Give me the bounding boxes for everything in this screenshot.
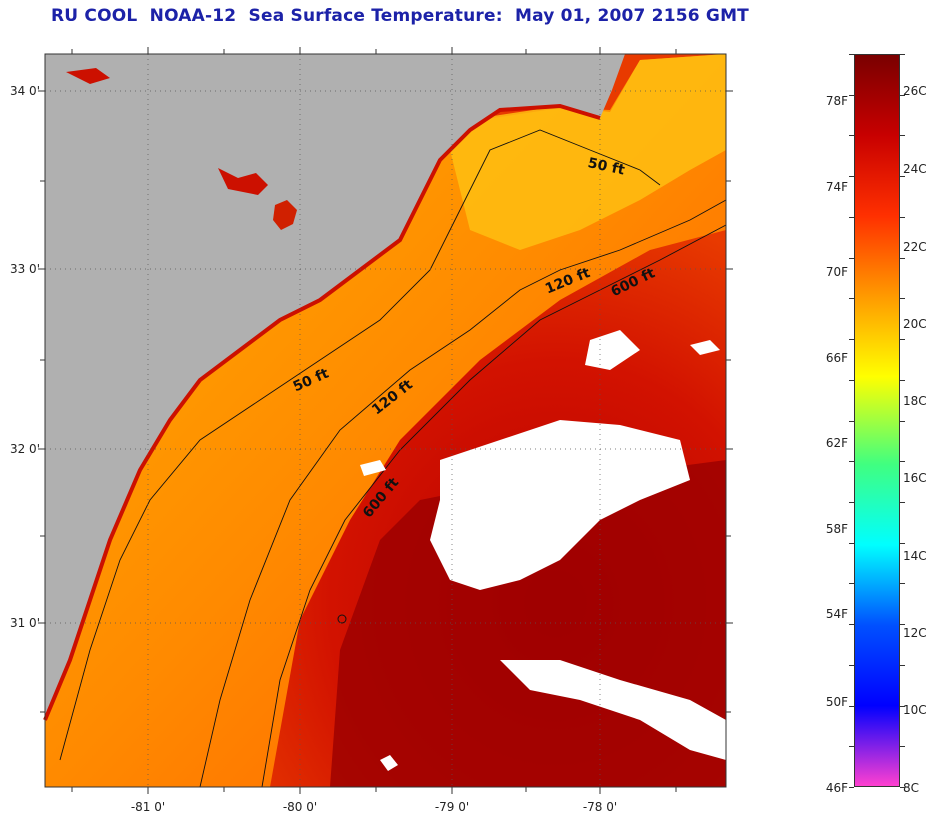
colorbar-tick [849, 54, 854, 55]
longitude-label: -80 0' [282, 800, 318, 814]
colorbar-celsius-label: 8C [903, 781, 920, 795]
colorbar-tick [849, 135, 854, 136]
colorbar-celsius-label: 10C [903, 703, 927, 717]
colorbar-celsius-label: 18C [903, 394, 927, 408]
sst-map-panel: 34 0' 33 0' 32 0' 31 0' -81 0' -80 0' -7… [9, 47, 733, 814]
longitude-label: -78 0' [582, 800, 618, 814]
colorbar-fahrenheit-label: 62F [825, 436, 848, 450]
colorbar-tick [900, 543, 905, 544]
colorbar-tick [900, 787, 905, 788]
colorbar-tick [900, 502, 905, 503]
colorbar-tick [849, 624, 854, 625]
colorbar-tick [900, 624, 905, 625]
colorbar-fahrenheit-label: 74F [825, 180, 848, 194]
colorbar-celsius-label: 26C [903, 84, 927, 98]
colorbar-tick [900, 583, 905, 584]
colorbar-tick [900, 665, 905, 666]
colorbar-celsius-label: 16C [903, 471, 927, 485]
colorbar-tick [849, 665, 854, 666]
colorbar-tick [900, 217, 905, 218]
latitude-label: 34 0' [9, 84, 40, 98]
colorbar-celsius-label: 24C [903, 162, 927, 176]
colorbar-tick [849, 95, 854, 96]
colorbar-fahrenheit-label: 78F [825, 94, 848, 108]
colorbar-fahrenheit-label: 46F [825, 781, 848, 795]
colorbar-tick [849, 217, 854, 218]
graticule [45, 54, 726, 787]
colorbar-tick [849, 258, 854, 259]
map-title: RU COOL NOAA-12 Sea Surface Temperature:… [51, 6, 749, 26]
temperature-colorbar [854, 54, 900, 787]
cloud-mask [360, 330, 726, 771]
colorbar-tick [849, 461, 854, 462]
colorbar-tick [900, 339, 905, 340]
colorbar-tick [849, 706, 854, 707]
colorbar-celsius-label: 22C [903, 240, 927, 254]
colorbar-tick [849, 298, 854, 299]
colorbar-tick [900, 461, 905, 462]
colorbar-tick [900, 135, 905, 136]
axis-ticks [38, 47, 733, 794]
colorbar-tick [900, 176, 905, 177]
nearshore-water [450, 54, 726, 250]
colorbar-tick [849, 502, 854, 503]
colorbar-celsius-label: 20C [903, 317, 927, 331]
latitude-label: 32 0' [9, 442, 40, 456]
colorbar-tick [900, 258, 905, 259]
longitude-label: -79 0' [434, 800, 470, 814]
inland-lake [218, 168, 268, 195]
colorbar-fahrenheit-label: 70F [825, 265, 848, 279]
isobath-120ft [199, 199, 727, 788]
colorbar-celsius-label: 12C [903, 626, 927, 640]
colorbar-tick [900, 95, 905, 96]
colorbar-fahrenheit-label: 66F [825, 351, 848, 365]
land [45, 54, 625, 720]
isobath-600ft [261, 224, 727, 788]
colorbar-tick [849, 583, 854, 584]
isobath-50ft [59, 129, 661, 761]
colorbar-tick [849, 746, 854, 747]
colorbar-fahrenheit-label: 54F [825, 607, 848, 621]
inland-lake [273, 200, 297, 230]
colorbar-celsius-label: 14C [903, 549, 927, 563]
sst-map [38, 47, 733, 794]
colorbar-fahrenheit-label: 58F [825, 522, 848, 536]
colorbar-tick [849, 380, 854, 381]
latitude-label: 31 0' [9, 616, 40, 630]
colorbar-tick [849, 421, 854, 422]
colorbar-tick [849, 543, 854, 544]
colorbar-fahrenheit-label: 50F [825, 695, 848, 709]
colorbar-tick [849, 787, 854, 788]
map-frame [44, 53, 727, 788]
colorbar-tick [900, 298, 905, 299]
colorbar-tick [900, 54, 905, 55]
colorbar-tick [900, 380, 905, 381]
colorbar-tick [900, 746, 905, 747]
longitude-label: -81 0' [130, 800, 166, 814]
inland-lake [66, 68, 110, 84]
colorbar-tick [849, 339, 854, 340]
colorbar-tick [849, 176, 854, 177]
colorbar-tick [900, 706, 905, 707]
latitude-label: 33 0' [9, 262, 40, 276]
colorbar-tick [900, 421, 905, 422]
station-marker [337, 614, 347, 624]
